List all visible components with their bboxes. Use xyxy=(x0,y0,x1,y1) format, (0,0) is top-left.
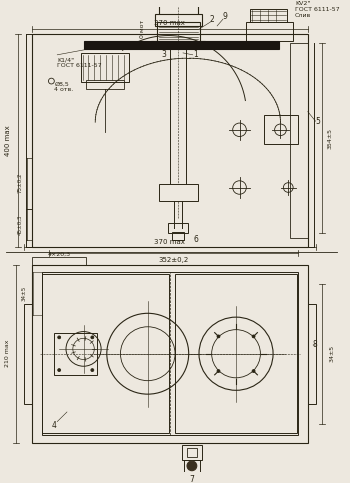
Text: 34±5: 34±5 xyxy=(22,286,27,301)
Text: 210 max: 210 max xyxy=(5,340,10,368)
Bar xyxy=(155,14,202,26)
Bar xyxy=(42,272,298,435)
Text: 2: 2 xyxy=(210,14,215,24)
Circle shape xyxy=(187,461,197,470)
Text: 352±0,2: 352±0,2 xyxy=(159,257,189,263)
Bar xyxy=(32,34,308,247)
Text: 75±0,2: 75±0,2 xyxy=(18,173,23,194)
Bar xyxy=(170,47,186,190)
Bar xyxy=(159,184,198,201)
Text: 7: 7 xyxy=(189,475,194,483)
Bar xyxy=(175,274,297,433)
Circle shape xyxy=(252,369,255,372)
Bar xyxy=(182,445,202,460)
Text: 6: 6 xyxy=(193,235,198,244)
Bar xyxy=(187,448,197,457)
Text: 9: 9 xyxy=(223,12,228,21)
Bar xyxy=(80,53,130,82)
Bar xyxy=(184,460,200,471)
Text: KV2"
ГОСТ 6111-57
Слив: KV2" ГОСТ 6111-57 Слив xyxy=(295,1,340,18)
Text: 5: 5 xyxy=(315,117,320,126)
Circle shape xyxy=(58,369,61,371)
Bar xyxy=(162,0,194,5)
Bar xyxy=(54,332,97,375)
Circle shape xyxy=(217,335,220,338)
Text: 0 мот: 0 мот xyxy=(140,20,145,38)
Bar xyxy=(264,115,298,144)
Text: 1: 1 xyxy=(193,50,198,59)
Text: 34±5: 34±5 xyxy=(330,345,335,362)
Bar xyxy=(151,42,205,47)
Circle shape xyxy=(58,336,61,339)
Bar xyxy=(85,80,125,89)
Bar xyxy=(246,22,293,42)
Text: 4×20,3: 4×20,3 xyxy=(48,252,71,256)
Bar xyxy=(172,232,184,240)
Text: 354±5: 354±5 xyxy=(328,128,333,149)
Text: 3: 3 xyxy=(161,50,166,59)
Text: 45±0,3: 45±0,3 xyxy=(18,214,23,235)
Bar xyxy=(157,22,200,43)
Text: Ø8,5
4 отв.: Ø8,5 4 отв. xyxy=(54,82,74,92)
Text: 4: 4 xyxy=(52,421,57,430)
Bar xyxy=(32,265,308,443)
Bar xyxy=(159,3,198,16)
Bar xyxy=(84,42,279,49)
Text: 370 max: 370 max xyxy=(154,20,185,26)
Circle shape xyxy=(217,369,220,372)
Circle shape xyxy=(252,335,255,338)
Bar xyxy=(308,304,316,404)
Circle shape xyxy=(91,336,94,339)
Text: 400 max: 400 max xyxy=(6,125,12,156)
Bar xyxy=(250,9,287,22)
Text: K1/4"
ГОСТ 6111-57: K1/4" ГОСТ 6111-57 xyxy=(57,57,102,68)
Bar xyxy=(32,257,85,265)
Bar xyxy=(24,304,32,404)
Bar xyxy=(168,223,188,233)
Bar xyxy=(290,43,308,238)
Bar xyxy=(42,274,169,433)
Text: 8: 8 xyxy=(312,341,317,349)
Text: 370 max: 370 max xyxy=(154,239,185,244)
Circle shape xyxy=(91,369,94,371)
